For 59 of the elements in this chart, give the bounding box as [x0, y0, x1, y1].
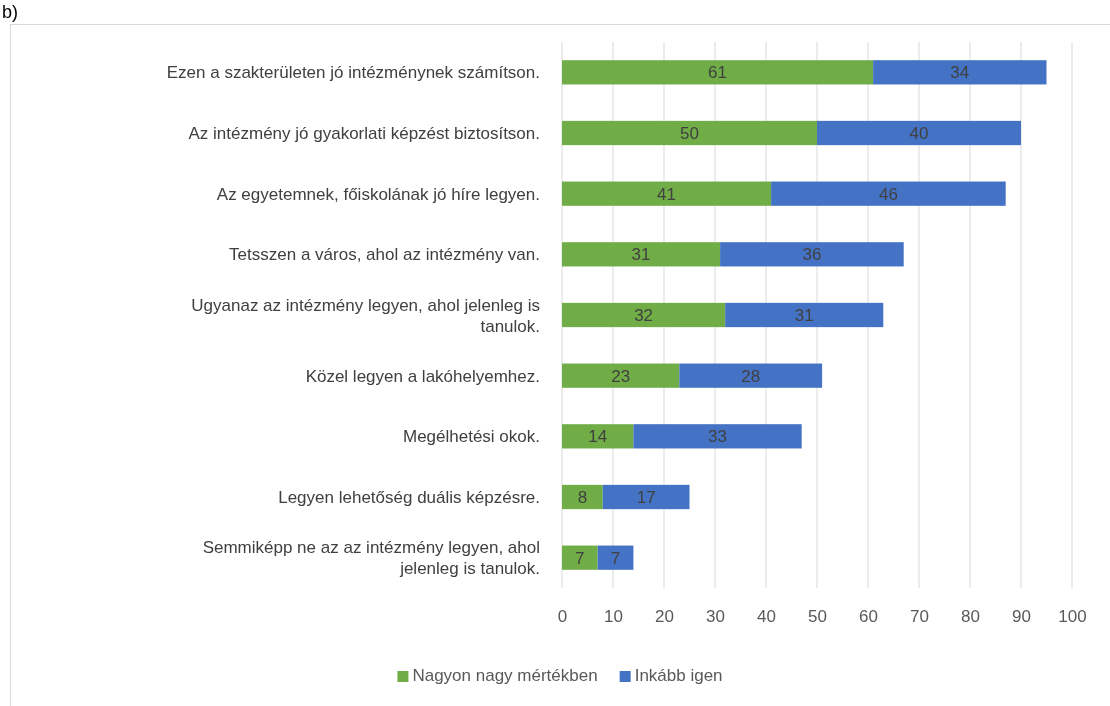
data-label: 8	[577, 488, 588, 507]
bar	[562, 424, 634, 449]
data-label: 40	[909, 124, 929, 143]
legend-label: Inkább igen	[634, 666, 723, 685]
y-tick-label: Ezen a szakterületen jó intézménynek számítson.	[166, 63, 540, 83]
bar	[562, 242, 721, 267]
bar	[602, 484, 690, 510]
data-label: 7	[610, 548, 621, 568]
data-label: 31	[631, 245, 651, 265]
x-tick-label: 40	[757, 607, 776, 627]
data-label: 33	[708, 427, 728, 447]
y-tick-label: Semmiképp ne az az intézmény legyen, ahol jelenleg is tanulok.	[202, 538, 540, 579]
x-tick-label: 60	[859, 607, 878, 627]
bar	[873, 60, 1047, 85]
y-tick-label: Tetsszen a város, ahol az intézmény van.	[229, 245, 540, 265]
bar	[597, 545, 634, 570]
data-label: 46	[878, 184, 898, 204]
data-label: 61	[708, 63, 728, 83]
x-tick-label: 70	[910, 607, 929, 627]
y-tick-label: Az intézmény jó gyakorlati képzést biztosítson.	[188, 124, 540, 143]
data-label: 23	[611, 366, 631, 386]
data-label: 34	[950, 63, 970, 83]
data-label: 41	[657, 184, 677, 204]
bar	[562, 545, 598, 570]
data-label: 28	[741, 366, 761, 386]
y-tick-label: Megélhetési okok.	[402, 427, 540, 447]
x-tick-label: 90	[1012, 607, 1031, 627]
bar	[720, 242, 904, 267]
bar	[562, 120, 817, 146]
bar	[562, 363, 680, 388]
bar	[562, 181, 772, 206]
data-label: 50	[680, 124, 699, 143]
bar	[817, 120, 1021, 146]
data-label: 17	[636, 488, 656, 507]
data-label: 32	[634, 306, 654, 325]
x-tick-label: 80	[961, 607, 980, 627]
x-tick-label: 100	[1058, 607, 1087, 627]
x-tick-label: 10	[604, 607, 623, 627]
y-tick-label: Közel legyen a lakóhelyemhez.	[305, 366, 540, 386]
bar	[679, 363, 823, 388]
bar	[633, 424, 802, 449]
bar	[562, 302, 726, 328]
y-tick-label: Ugyanaz az intézmény legyen, ahol jelenleg is tanulok.	[191, 295, 540, 336]
legend-label: Nagyon nagy mértékben	[412, 666, 598, 685]
y-tick-label: Az egyetemnek, főiskolának jó híre legyen.	[216, 184, 540, 204]
data-label: 7	[575, 548, 585, 568]
bar	[771, 181, 1006, 206]
x-tick-label: 50	[808, 607, 827, 627]
x-tick-label: 0	[557, 607, 568, 627]
data-label: 36	[802, 245, 822, 265]
x-tick-label: 20	[655, 607, 674, 627]
data-label: 31	[794, 306, 814, 325]
data-label: 14	[588, 427, 608, 447]
bar	[725, 302, 884, 328]
bar	[562, 60, 874, 85]
bar	[562, 484, 603, 510]
y-tick-label: Legyen lehetőség duális képzésre.	[278, 488, 540, 507]
text: b)	[2, 2, 19, 22]
x-tick-label: 30	[706, 607, 725, 627]
